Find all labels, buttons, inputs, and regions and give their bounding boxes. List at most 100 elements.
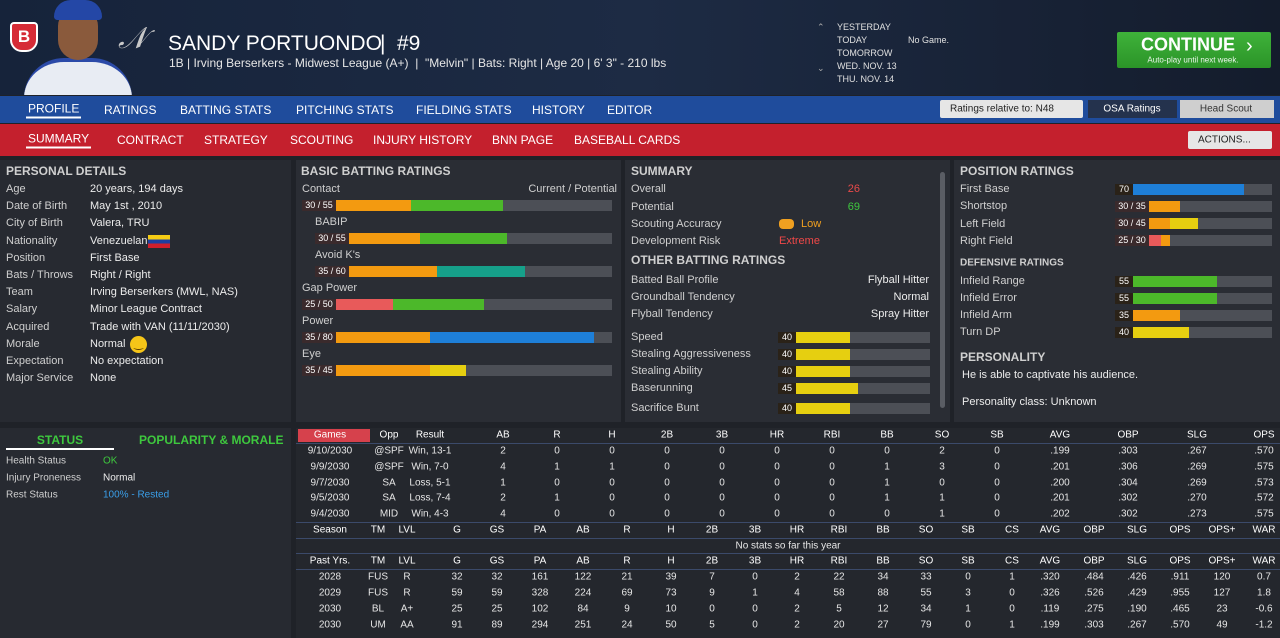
risk-value: Extreme bbox=[779, 235, 820, 247]
rating-label: 40 bbox=[778, 402, 796, 414]
rating-label: 30 / 55 bbox=[302, 199, 336, 211]
rating-bar bbox=[778, 382, 859, 394]
column-head: Current / Potential bbox=[528, 183, 617, 195]
rating-label: 40 bbox=[778, 365, 796, 377]
schedule-caret: ⌃ ⌄ bbox=[817, 22, 825, 73]
rating-label: 30 / 35 bbox=[1115, 200, 1149, 212]
status-tab[interactable]: POPULARITY & MORALE bbox=[139, 433, 284, 447]
subnav-tab[interactable]: INJURY HISTORY bbox=[373, 133, 473, 147]
table-header: SLG bbox=[1126, 524, 1148, 536]
table-header: 3B bbox=[748, 524, 762, 536]
schedule-day[interactable]: YESTERDAY bbox=[837, 22, 891, 32]
osa-toggle[interactable] bbox=[1088, 100, 1177, 118]
table-header: SB bbox=[961, 524, 975, 536]
detail-label: Nationality bbox=[6, 234, 58, 247]
table-cell: Win, 7-0 bbox=[411, 461, 449, 473]
actions-dropdown[interactable] bbox=[1188, 131, 1272, 149]
detail-value: 20 years, 194 days bbox=[90, 183, 183, 195]
schedule-day[interactable]: TOMORROW bbox=[837, 48, 893, 58]
table-cell: 1 bbox=[1009, 619, 1015, 631]
subnav-tab[interactable]: BASEBALL CARDS bbox=[574, 133, 681, 147]
position-name: First Base bbox=[960, 183, 1010, 195]
rating-bar bbox=[778, 348, 850, 360]
nav-tab[interactable]: PROFILE bbox=[26, 102, 82, 119]
rating-bar bbox=[1115, 292, 1217, 304]
nav-tab[interactable]: RATINGS bbox=[104, 103, 157, 117]
rating-label: 40 bbox=[778, 331, 796, 343]
schedule-day[interactable]: WED. NOV. 13 bbox=[837, 61, 897, 71]
table-cell: 34 bbox=[877, 571, 889, 583]
rating-track bbox=[778, 348, 930, 360]
table-cell: 0 bbox=[719, 508, 725, 520]
table-cell: 2 bbox=[939, 445, 945, 457]
nav-tab[interactable]: PITCHING STATS bbox=[296, 103, 394, 117]
schedule-day[interactable]: TODAY bbox=[837, 35, 868, 45]
table-header: WAR bbox=[1252, 524, 1276, 536]
panel-stats bbox=[296, 428, 1280, 638]
table-cell: .429 bbox=[1127, 587, 1147, 599]
nav-tab[interactable]: EDITOR bbox=[607, 103, 653, 117]
table-header: OPS bbox=[1169, 555, 1191, 567]
table-cell: Loss, 7-4 bbox=[409, 492, 451, 504]
status-tab[interactable]: STATUS bbox=[36, 433, 84, 447]
osa-label[interactable]: OSA Ratings bbox=[1103, 103, 1161, 115]
rating-label: 25 / 50 bbox=[302, 298, 336, 310]
continue-button[interactable] bbox=[1117, 32, 1271, 68]
subnav-tab[interactable]: SCOUTING bbox=[290, 133, 354, 147]
status-label: Rest Status bbox=[6, 489, 58, 501]
table-cell: -1.2 bbox=[1255, 619, 1273, 631]
panel-title: SUMMARY bbox=[631, 164, 693, 178]
table-cell: 0 bbox=[994, 445, 1000, 457]
table-cell: Win, 13-1 bbox=[408, 445, 452, 457]
table-cell: .570 bbox=[1254, 445, 1274, 457]
ratings-relative[interactable]: Ratings relative to: N48 bbox=[950, 103, 1054, 115]
table-cell: 10 bbox=[665, 603, 677, 615]
subnav-tab[interactable]: BNN PAGE bbox=[492, 133, 554, 147]
table-cell: Loss, 5-1 bbox=[409, 477, 451, 489]
subnav-tab[interactable]: SUMMARY bbox=[26, 132, 92, 149]
table-cell: 0 bbox=[719, 492, 725, 504]
header-bg bbox=[0, 0, 1280, 95]
table-header: R bbox=[553, 429, 561, 441]
detail-label: Morale bbox=[6, 337, 40, 350]
panel-title: PERSONAL DETAILS bbox=[6, 164, 127, 178]
current-bar bbox=[302, 331, 430, 343]
nav-tab[interactable]: FIELDING STATS bbox=[416, 103, 512, 117]
overall-value: 26 bbox=[847, 183, 860, 195]
rating-name: Avoid K's bbox=[315, 249, 361, 261]
games-dropdown[interactable] bbox=[298, 429, 370, 442]
continue-label[interactable]: CONTINUE bbox=[1141, 34, 1235, 55]
table-cell: 5 bbox=[836, 603, 842, 615]
nav-tab[interactable]: BATTING STATS bbox=[180, 103, 272, 117]
table-cell: 127 bbox=[1213, 587, 1231, 599]
flag bbox=[148, 235, 170, 248]
table-cell: 0.7 bbox=[1257, 571, 1271, 583]
table-cell: 24 bbox=[621, 619, 633, 631]
table-header[interactable]: Games bbox=[313, 429, 347, 441]
table-cell: 9/10/2030 bbox=[307, 445, 353, 457]
subnav-tab[interactable]: STRATEGY bbox=[204, 133, 268, 147]
table-cell: .200 bbox=[1050, 477, 1070, 489]
table-cell: 25 bbox=[451, 603, 463, 615]
schedule-day[interactable]: THU. NOV. 14 bbox=[837, 74, 895, 84]
subnav-tab[interactable]: CONTRACT bbox=[117, 133, 184, 147]
scout-label[interactable]: Head Scout bbox=[1199, 103, 1253, 115]
detail-label: Salary bbox=[6, 303, 38, 316]
scout-toggle[interactable] bbox=[1180, 100, 1274, 118]
table-cell: .202 bbox=[1050, 508, 1070, 520]
profile-value: Spray Hitter bbox=[870, 308, 929, 320]
table-cell: R bbox=[403, 587, 411, 599]
table-cell: 9 bbox=[709, 587, 715, 599]
table-cell: 27 bbox=[877, 619, 889, 631]
actions-label[interactable]: ACTIONS... bbox=[1198, 134, 1251, 146]
nav-tab[interactable]: HISTORY bbox=[532, 103, 585, 117]
ratings-dropdown[interactable] bbox=[940, 100, 1083, 118]
row-divider bbox=[296, 569, 1280, 570]
table-cell: 0 bbox=[719, 477, 725, 489]
panel-title: BASIC BATTING RATINGS bbox=[301, 164, 451, 178]
table-cell: 9/5/2030 bbox=[310, 492, 350, 504]
detail-value: May 1st , 2010 bbox=[90, 200, 163, 213]
table-cell: .201 bbox=[1050, 492, 1070, 504]
league-logo: 𝒩 bbox=[118, 22, 147, 55]
